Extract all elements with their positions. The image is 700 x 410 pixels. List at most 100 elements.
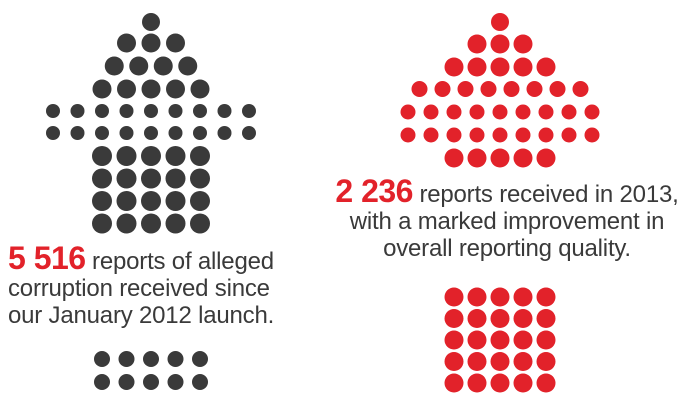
red-dot [480,81,497,97]
left-line-3: our January 2012 launch. [8,302,275,329]
red-dot [536,57,556,77]
dark-dot [92,168,112,189]
dark-dot [165,191,186,211]
dark-dot [166,79,185,99]
red-dot [490,287,510,307]
dark-dot [141,191,161,211]
dark-dot [94,374,110,390]
right-line-2: with a marked improvement in [349,208,665,235]
red-dot [513,309,533,328]
dark-dot [46,104,60,118]
dark-dot [190,146,210,166]
red-dot [467,287,487,307]
red-dot [491,13,509,31]
red-dot [538,104,554,120]
right-line-1: reports received in 2013, [419,181,679,208]
red-dot [515,127,531,143]
red-dot [490,352,510,371]
dark-dot [94,351,110,367]
red-dot [444,309,464,328]
red-dot [536,287,556,307]
red-dot [457,81,474,97]
dark-dot [217,126,232,140]
red-dot [444,330,464,350]
red-dot [572,81,589,97]
red-dot [492,104,508,120]
dark-dot [141,168,161,189]
red-dot [536,373,556,393]
red-dot [434,81,451,97]
dark-dot [92,191,112,211]
dark-dot [193,104,207,118]
red-dot [513,330,533,350]
red-dot [467,330,487,350]
red-dot [467,309,487,328]
red-dot [513,57,533,77]
red-dot [538,127,554,143]
dark-dot [190,191,210,211]
dark-dot [141,79,161,99]
dark-dot [46,126,60,140]
right-stat: 2 236 [335,173,413,209]
dark-dot [95,126,109,140]
red-dot [492,127,508,143]
dark-dot [95,104,109,118]
red-dot [503,81,520,97]
dark-dot [242,126,256,140]
right-caption: 2 236 reports received in 2013, with a m… [322,175,692,262]
dark-dot [116,168,137,189]
red-dot [584,127,600,143]
red-dot [444,148,464,168]
dark-dot [119,104,134,118]
dark-dot [168,126,183,140]
red-dot [490,34,510,54]
dark-dot [129,56,149,76]
dark-dot [141,213,161,234]
red-dot [513,287,533,307]
right-line-3: overall reporting quality. [383,235,631,262]
dark-dot [192,351,208,367]
dark-dot [168,104,183,118]
red-dot [467,57,487,77]
dark-dot [192,374,208,390]
dark-dot [142,13,160,31]
red-dot [490,309,510,328]
red-dot [526,81,543,97]
dark-dot [144,104,158,118]
red-dot [584,104,600,120]
red-dot [444,57,464,77]
red-dot [423,104,439,120]
dark-dot [141,146,161,166]
dark-dot [118,351,135,367]
dark-dot [92,79,112,99]
dark-dot [242,104,256,118]
dark-dot [167,351,184,367]
dark-dot [116,146,137,166]
dark-dot [167,374,184,390]
dark-dot [116,213,137,234]
dark-dot [165,213,186,234]
dark-dot [117,33,136,53]
red-dot [536,309,556,328]
red-dot [467,352,487,371]
left-caption: 5 516 reports of alleged corruption rece… [8,242,308,329]
red-dot [467,148,487,168]
red-dot [490,373,510,393]
red-dot [536,330,556,350]
red-dot [444,352,464,371]
red-dot [561,127,577,143]
red-dot [513,373,533,393]
dark-dot [153,56,173,76]
red-dot [490,148,510,168]
dark-dot [70,126,85,140]
dark-dot [92,146,112,166]
dark-dot [119,126,134,140]
red-dot [561,104,577,120]
red-dot [400,104,416,120]
dark-dot [116,191,137,211]
dark-dot [217,104,232,118]
dark-dot [165,168,186,189]
red-dot [400,127,416,143]
dark-dot [117,79,136,99]
left-stat: 5 516 [8,240,86,276]
